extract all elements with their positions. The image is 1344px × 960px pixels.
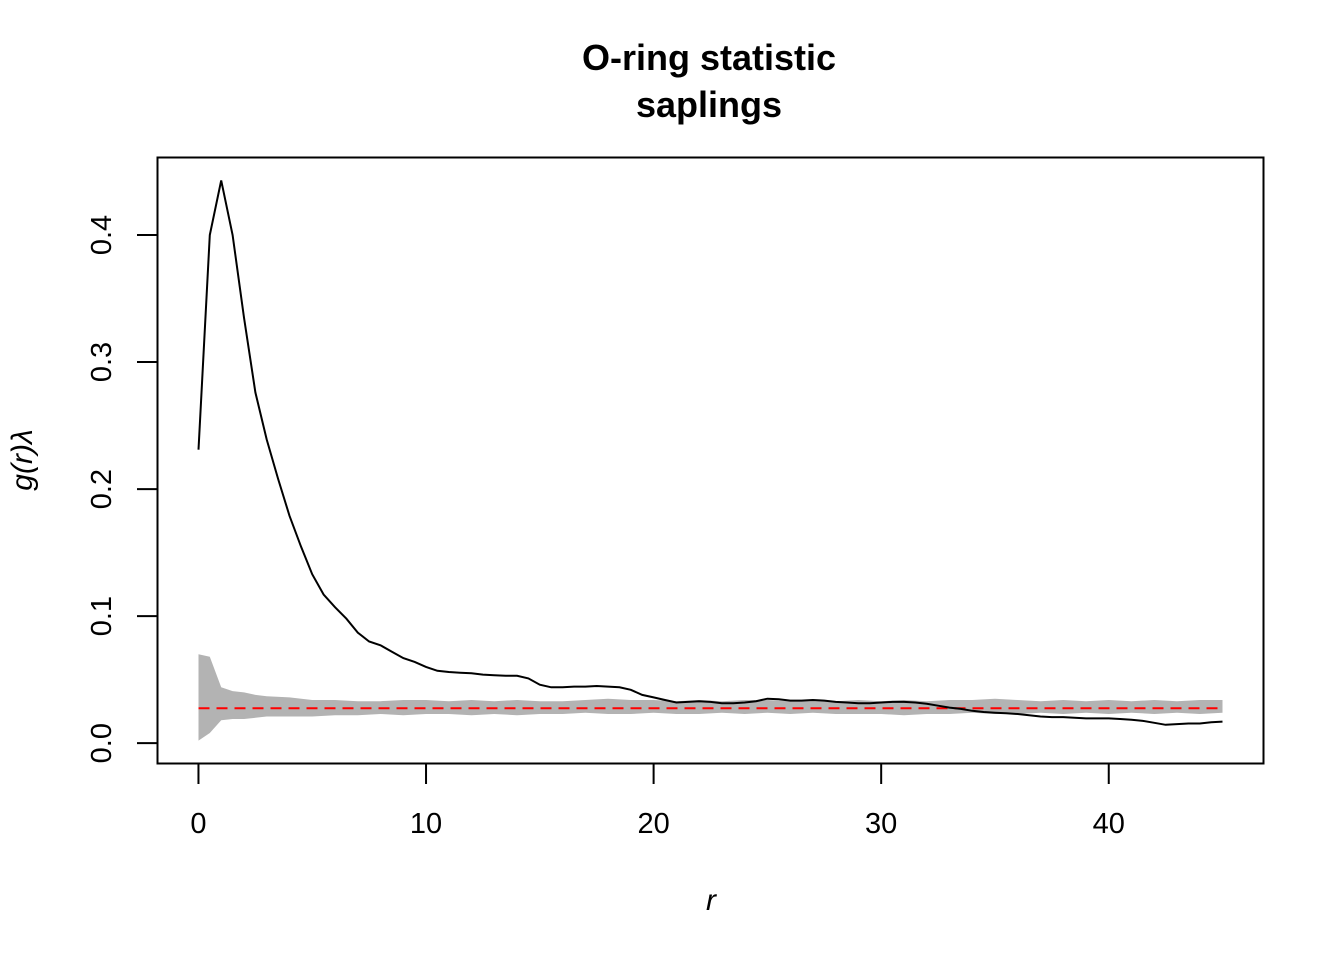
x-axis-label: r <box>706 884 717 917</box>
y-tick-label: 0.3 <box>86 342 118 382</box>
x-axis: 0 10 20 30 40 <box>190 762 1125 840</box>
x-tick-label: 10 <box>410 808 442 840</box>
y-tick-label: 0.4 <box>86 215 118 255</box>
chart-subtitle: saplings <box>636 84 782 125</box>
y-tick-label: 0.2 <box>86 469 118 509</box>
envelope-band <box>198 654 1223 741</box>
y-axis: 0.0 0.1 0.2 0.3 0.4 <box>86 215 159 763</box>
y-tick-label: 0.1 <box>86 596 118 636</box>
x-tick-label: 0 <box>190 808 206 840</box>
y-tick-label: 0.0 <box>86 723 118 763</box>
plot-frame <box>156 156 1265 765</box>
y-axis-label: g(r)λ <box>6 429 39 490</box>
chart-title: O-ring statistic <box>582 37 836 78</box>
x-tick-label: 20 <box>637 808 669 840</box>
simulation-envelope <box>198 654 1223 741</box>
observed-line <box>197 180 1223 726</box>
observed-series-line <box>197 180 1223 726</box>
x-tick-label: 40 <box>1093 808 1125 840</box>
x-tick-label: 30 <box>865 808 897 840</box>
